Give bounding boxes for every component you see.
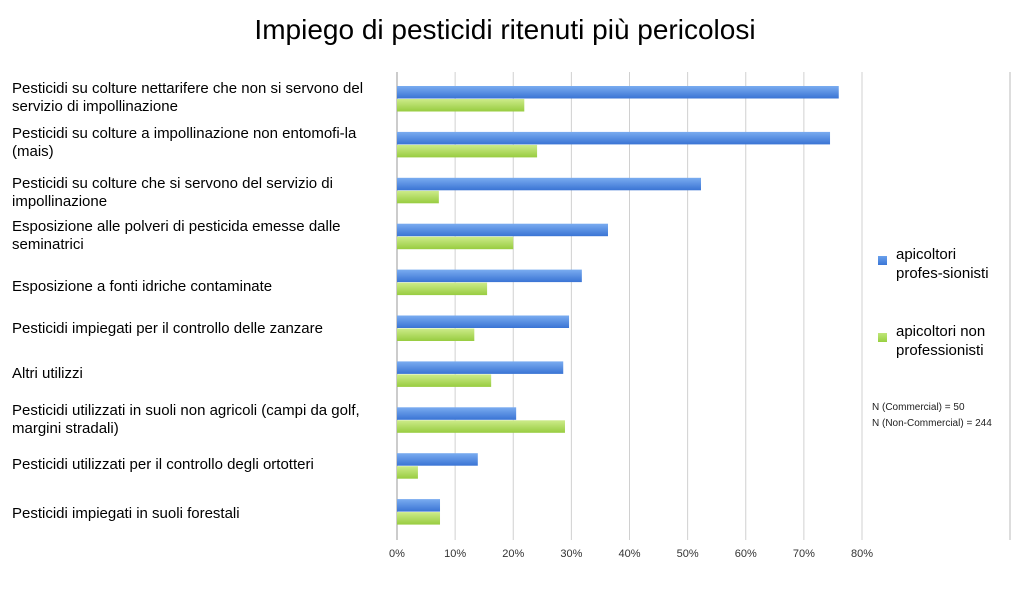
note-commercial: N (Commercial) = 50 <box>872 402 965 413</box>
bar-professionisti <box>397 131 831 145</box>
x-tick-label: 50% <box>677 548 699 560</box>
bar-non-professionisti <box>397 374 492 387</box>
category-label: Pesticidi utilizzati in suoli non agrico… <box>12 402 360 437</box>
category-label: Esposizione a fonti idriche contaminate <box>12 278 273 295</box>
category-label: Pesticidi su colture che si servono del … <box>12 175 333 210</box>
x-tick-label: 70% <box>793 548 815 560</box>
bar-professionisti <box>397 407 517 420</box>
category-label: Pesticidi impiegati per il controllo del… <box>12 320 323 337</box>
chart-title: Impiego di pesticidi ritenuti più perico… <box>254 14 756 45</box>
x-tick-label: 30% <box>560 548 582 560</box>
bar-professionisti <box>397 361 564 374</box>
bar-professionisti <box>397 223 608 237</box>
bar-non-professionisti <box>397 282 488 296</box>
bar-non-professionisti <box>397 144 538 158</box>
category-label: Pesticidi su colture nettarifere che non… <box>12 80 364 115</box>
x-tick-label: 80% <box>851 548 873 560</box>
category-label: Pesticidi utilizzati per il controllo de… <box>12 456 314 473</box>
bar-professionisti <box>397 86 839 99</box>
bar-non-professionisti <box>397 190 439 204</box>
note-non-commercial: N (Non-Commercial) = 244 <box>872 418 992 429</box>
bar-professionisti <box>397 453 478 466</box>
x-tick-label: 60% <box>735 548 757 560</box>
legend-label: apicoltori non professionisti <box>896 323 986 359</box>
x-tick-label: 20% <box>502 548 524 560</box>
category-label: Pesticidi su colture a impollinazione no… <box>12 125 357 160</box>
bar-professionisti <box>397 177 701 191</box>
bar-non-professionisti <box>397 420 565 433</box>
bar-non-professionisti <box>397 512 441 525</box>
legend-item-professionisti: apicoltori profes-sionisti <box>878 245 1006 283</box>
bar-non-professionisti <box>397 236 514 250</box>
bar-non-professionisti <box>397 328 475 341</box>
category-label: Pesticidi impiegati in suoli forestali <box>12 505 240 522</box>
legend-label: apicoltori profes-sionisti <box>896 246 989 282</box>
category-label: Esposizione alle polveri di pesticida em… <box>12 218 341 253</box>
legend-item-non-professionisti: apicoltori non professionisti <box>878 322 1016 360</box>
legend-swatch-green <box>878 333 887 342</box>
x-tick-label: 40% <box>618 548 640 560</box>
bar-professionisti <box>397 499 441 512</box>
x-tick-label: 10% <box>444 548 466 560</box>
x-tick-label: 0% <box>389 548 405 560</box>
legend-swatch-blue <box>878 256 887 265</box>
category-label: Altri utilizzi <box>12 365 83 382</box>
bar-non-professionisti <box>397 466 418 479</box>
bar-non-professionisti <box>397 99 525 112</box>
bar-professionisti <box>397 269 582 283</box>
bar-professionisti <box>397 315 570 328</box>
